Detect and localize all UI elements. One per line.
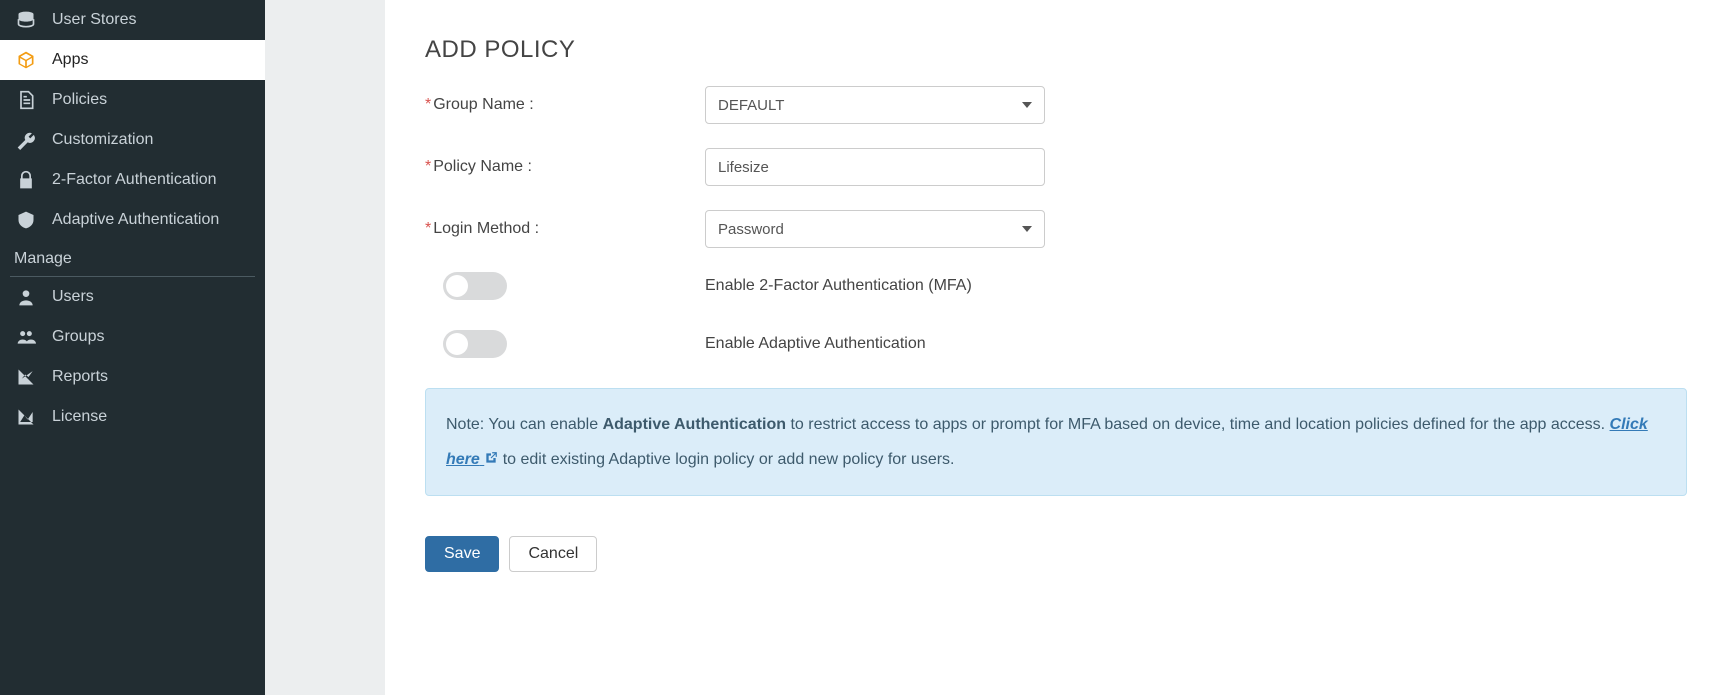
info-note: Note: You can enable Adaptive Authentica…	[425, 388, 1687, 496]
chart-area-icon	[16, 407, 40, 427]
sidebar-item-label: User Stores	[52, 11, 136, 29]
chart-icon	[16, 367, 40, 387]
form-actions: Save Cancel	[425, 536, 1687, 572]
form-row-login-method: *Login Method : Password	[425, 210, 1687, 248]
sidebar-item-label: Apps	[52, 51, 88, 69]
file-icon	[16, 90, 40, 110]
adaptive-toggle[interactable]	[443, 330, 507, 358]
lock-icon	[16, 170, 40, 190]
group-name-select[interactable]: DEFAULT	[705, 86, 1045, 124]
toggle-row-mfa: Enable 2-Factor Authentication (MFA)	[425, 272, 1687, 300]
shield-icon	[16, 210, 40, 230]
group-name-label: *Group Name :	[425, 96, 705, 114]
save-button[interactable]: Save	[425, 536, 499, 572]
mfa-toggle[interactable]	[443, 272, 507, 300]
login-method-label: *Login Method :	[425, 220, 705, 238]
sidebar-item-label: Customization	[52, 131, 153, 149]
login-method-select[interactable]: Password	[705, 210, 1045, 248]
sidebar-item-label: License	[52, 408, 107, 426]
sidebar-item-groups[interactable]: Groups	[0, 317, 265, 357]
form-row-policy-name: *Policy Name :	[425, 148, 1687, 186]
cancel-button[interactable]: Cancel	[509, 536, 597, 572]
users-icon	[16, 327, 40, 347]
page-title: ADD POLICY	[425, 0, 1687, 86]
sidebar: User Stores Apps Policies Customization …	[0, 0, 265, 695]
external-link-icon	[484, 451, 498, 465]
database-icon	[16, 10, 40, 30]
wrench-icon	[16, 130, 40, 150]
sidebar-item-label: Adaptive Authentication	[52, 211, 219, 229]
sidebar-item-label: Groups	[52, 328, 104, 346]
policy-name-input[interactable]	[705, 148, 1045, 186]
sidebar-item-user-stores[interactable]: User Stores	[0, 0, 265, 40]
sidebar-item-adaptive-auth[interactable]: Adaptive Authentication	[0, 200, 265, 240]
sidebar-item-2fa[interactable]: 2-Factor Authentication	[0, 160, 265, 200]
cube-icon	[16, 50, 40, 70]
policy-name-label: *Policy Name :	[425, 158, 705, 176]
sidebar-item-label: Users	[52, 288, 94, 306]
form-row-group-name: *Group Name : DEFAULT	[425, 86, 1687, 124]
adaptive-toggle-label: Enable Adaptive Authentication	[705, 335, 926, 353]
sidebar-item-label: Policies	[52, 91, 107, 109]
toggle-row-adaptive: Enable Adaptive Authentication	[425, 330, 1687, 358]
sidebar-item-apps[interactable]: Apps	[0, 40, 265, 80]
sidebar-item-customization[interactable]: Customization	[0, 120, 265, 160]
sidebar-item-policies[interactable]: Policies	[0, 80, 265, 120]
sidebar-item-users[interactable]: Users	[0, 277, 265, 317]
sidebar-item-license[interactable]: License	[0, 397, 265, 437]
sidebar-item-label: Reports	[52, 368, 108, 386]
sidebar-section-manage: Manage	[0, 240, 265, 276]
sidebar-item-label: 2-Factor Authentication	[52, 171, 217, 189]
sidebar-item-reports[interactable]: Reports	[0, 357, 265, 397]
form-card: ADD POLICY *Group Name : DEFAULT *Policy…	[385, 0, 1727, 695]
mfa-toggle-label: Enable 2-Factor Authentication (MFA)	[705, 277, 972, 295]
user-icon	[16, 287, 40, 307]
main-content: ADD POLICY *Group Name : DEFAULT *Policy…	[265, 0, 1727, 695]
